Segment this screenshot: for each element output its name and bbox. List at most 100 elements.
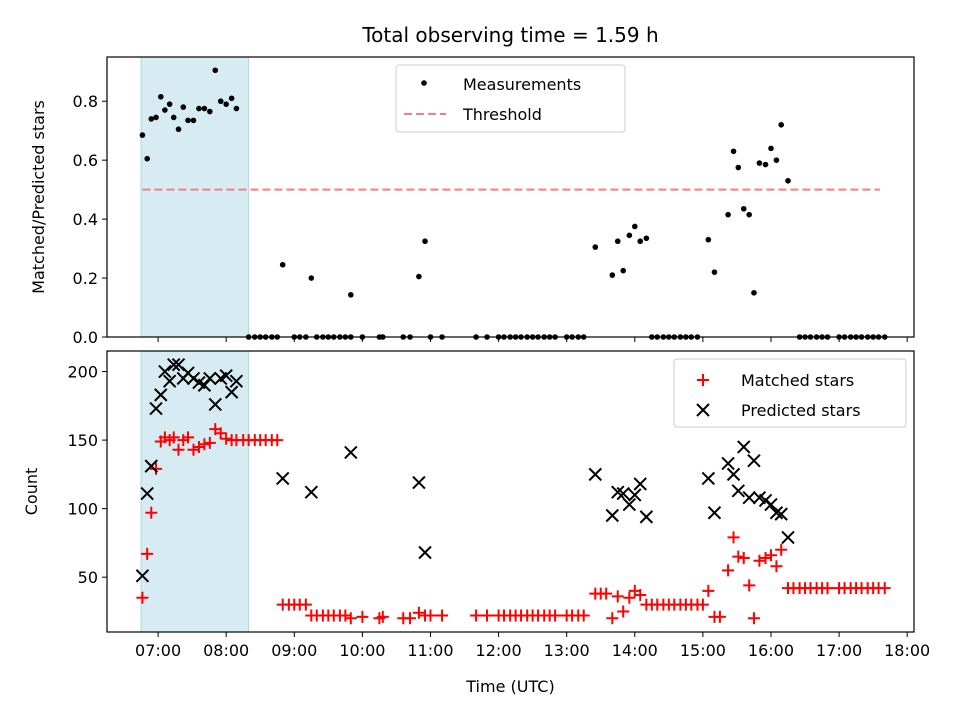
- matched-point: [136, 591, 149, 604]
- predicted-point: [616, 486, 630, 501]
- predicted-point: [229, 374, 244, 388]
- matched-point: [611, 590, 624, 603]
- measurement-point: [705, 236, 712, 243]
- predicted-point: [167, 357, 181, 372]
- x-tick-label: 14:00: [612, 641, 658, 660]
- measurement-point: [201, 105, 208, 112]
- matched-point: [722, 564, 735, 577]
- matched-point: [481, 609, 494, 622]
- legend-box: [395, 64, 626, 133]
- y-axis-label: Count: [22, 468, 41, 516]
- y-tick-label: 0.2: [73, 269, 98, 288]
- predicted-point: [633, 477, 647, 491]
- y-tick-label: 0.4: [73, 210, 98, 229]
- matched-point: [759, 551, 772, 564]
- matched-point: [727, 531, 740, 544]
- measurement-point: [180, 104, 187, 110]
- matched-point: [732, 550, 745, 563]
- predicted-point: [208, 397, 222, 412]
- matched-point: [770, 560, 783, 573]
- x-tick-label: 15:00: [680, 641, 726, 660]
- matched-point: [187, 443, 200, 456]
- matched-point: [577, 609, 590, 622]
- measurement-point: [158, 93, 164, 100]
- predicted-point: [418, 545, 432, 560]
- legend-box: [673, 358, 907, 428]
- chart-title: Total observing time = 1.59 h: [361, 23, 658, 47]
- matched-point: [634, 588, 647, 601]
- legend-label-measurements: Measurements: [463, 75, 581, 94]
- predicted-point: [781, 530, 795, 545]
- matched-point: [192, 440, 205, 453]
- matched-point: [271, 434, 284, 447]
- matched-point: [198, 438, 211, 451]
- measurement-point: [735, 164, 742, 171]
- measurement-point: [725, 211, 731, 218]
- measurement-point: [212, 67, 219, 74]
- measurement-point: [620, 267, 627, 274]
- measurement-point: [223, 101, 229, 107]
- matched-point: [702, 584, 715, 597]
- matched-point: [150, 462, 163, 475]
- measurement-point: [609, 272, 616, 278]
- matched-point: [617, 605, 630, 618]
- measurement-point: [162, 107, 168, 113]
- matched-point: [436, 609, 449, 622]
- predicted-point: [224, 385, 239, 399]
- measurement-point: [773, 157, 780, 163]
- matched-point: [549, 609, 562, 622]
- measurement-point: [148, 116, 155, 122]
- predicted-point: [742, 490, 756, 505]
- measurement-point: [166, 101, 173, 107]
- matched-point: [713, 610, 726, 623]
- x-tick-label: 16:00: [748, 641, 794, 660]
- measurement-point: [175, 126, 182, 133]
- measurement-point: [228, 95, 235, 102]
- legend-label-predicted: Predicted stars: [741, 401, 861, 420]
- y-tick-label: 100: [67, 500, 98, 519]
- measurement-point: [730, 148, 737, 155]
- measurement-point: [217, 98, 224, 105]
- x-tick-label: 10:00: [339, 641, 385, 660]
- matched-point: [356, 610, 369, 623]
- measurement-point: [233, 105, 240, 112]
- measurement-point: [185, 117, 191, 124]
- x-tick-label: 18:00: [884, 641, 930, 660]
- predicted-point: [726, 467, 741, 482]
- series-matched-stars: [136, 423, 891, 625]
- measurement-point: [785, 177, 791, 184]
- measurement-point: [711, 269, 718, 275]
- matched-point: [220, 432, 233, 445]
- measurement-point: [153, 114, 159, 121]
- y-tick-label: 50: [78, 568, 98, 587]
- predicted-point: [701, 471, 716, 486]
- matched-point: [376, 610, 389, 623]
- predicted-point: [219, 368, 233, 383]
- predicted-point: [275, 471, 290, 486]
- predicted-point: [344, 445, 358, 460]
- matched-point: [203, 436, 216, 449]
- predicted-point: [162, 374, 177, 388]
- legend-label-matched: Matched stars: [741, 371, 854, 390]
- matched-point: [167, 431, 180, 444]
- legend-marker-measurements: [421, 80, 427, 86]
- measurement-point: [746, 211, 752, 218]
- legend-label-threshold: Threshold: [462, 105, 542, 124]
- predicted-point: [774, 507, 788, 521]
- matched-point: [344, 612, 357, 625]
- axes-frame: [106, 350, 915, 633]
- legend: Measurements Threshold: [395, 64, 626, 133]
- measurement-point: [768, 145, 774, 152]
- legend-marker-predicted: [696, 403, 710, 417]
- measurement-point: [308, 275, 315, 281]
- predicted-point: [158, 364, 172, 379]
- measurement-point: [751, 289, 757, 296]
- predicted-point: [135, 569, 150, 583]
- matched-point: [600, 587, 613, 600]
- measurement-point: [592, 244, 599, 250]
- predicted-point: [639, 510, 654, 524]
- predicted-point: [412, 475, 426, 490]
- measurement-point: [196, 105, 202, 112]
- measurement-point: [170, 114, 177, 121]
- matched-point: [424, 609, 437, 622]
